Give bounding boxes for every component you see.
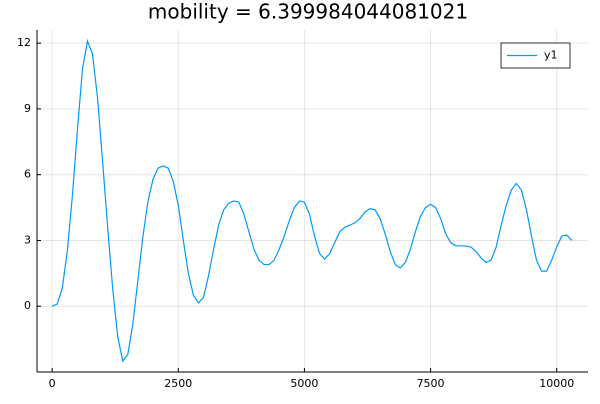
x-tick-label: 2500 — [164, 377, 192, 390]
legend-label: y1 — [544, 49, 558, 62]
x-tick-label: 10000 — [539, 377, 574, 390]
y-tick-label: 9 — [24, 102, 31, 115]
x-tick-label: 5000 — [290, 377, 318, 390]
y-tick-label: 12 — [17, 36, 31, 49]
y-tick-label: 6 — [24, 168, 31, 181]
data-line — [51, 38, 573, 363]
chart-title: mobility = 6.399984044081021 — [148, 0, 468, 24]
x-tick-label: 0 — [49, 377, 56, 390]
y-tick-label: 3 — [24, 233, 31, 246]
x-tick-label: 7500 — [417, 377, 445, 390]
y-tick-label: 0 — [24, 299, 31, 312]
